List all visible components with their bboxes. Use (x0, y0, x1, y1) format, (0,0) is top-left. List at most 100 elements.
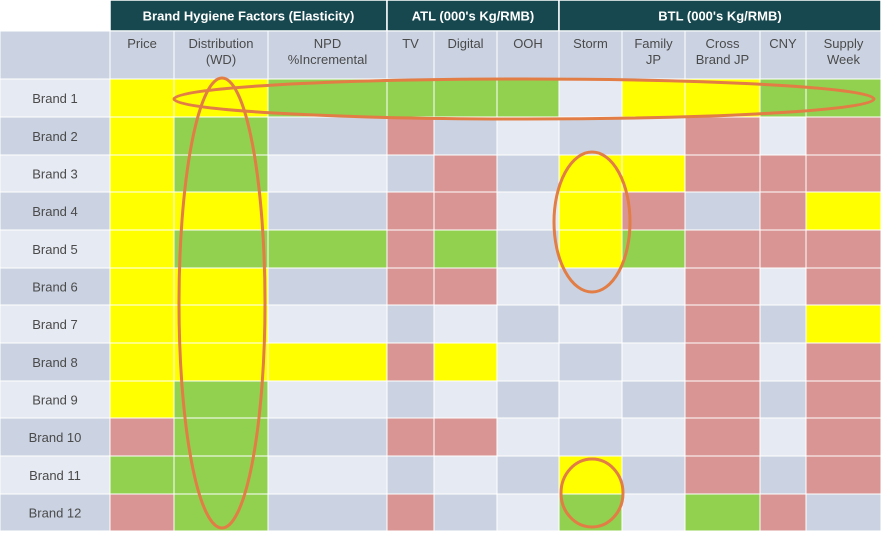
heatmap-cell (433, 493, 498, 532)
heatmap-cell (558, 191, 623, 231)
heatmap-cell (558, 116, 623, 156)
column-header-tv: TV (402, 36, 419, 51)
column-header-distribution-wd: Distribution (WD) (188, 36, 253, 67)
column-header-line: Week (827, 52, 860, 67)
heatmap-cell (267, 267, 388, 306)
column-header-line: Digital (447, 36, 483, 51)
heatmap-cell (805, 267, 881, 306)
column-header-supply-week: Supply Week (824, 36, 864, 67)
heatmap-cell (496, 493, 560, 532)
heatmap-cell (267, 229, 388, 269)
heatmap-cell (684, 304, 761, 344)
heatmap-cell (759, 154, 807, 193)
column-header-npd-incremental: NPD %Incremental (288, 36, 368, 67)
heatmap-cell (267, 455, 388, 495)
heatmap-cell (109, 229, 175, 269)
group-header-cell (109, 0, 388, 32)
column-header-storm: Storm (573, 36, 608, 51)
row-label-brand-3: Brand 3 (32, 167, 78, 182)
heatmap-cell (433, 191, 498, 231)
column-header-line: %Incremental (288, 52, 368, 67)
heatmap-cell (386, 493, 435, 532)
column-header-cell (621, 30, 686, 80)
row-label-brand-12: Brand 12 (29, 506, 82, 521)
annotation-layer (172, 76, 876, 530)
heatmap-cell (267, 191, 388, 231)
row-header-cell (0, 493, 111, 532)
column-header-line: Supply (824, 36, 864, 51)
heatmap-cell (684, 229, 761, 269)
heatmap-cell (558, 493, 623, 532)
heatmap-cell (621, 304, 686, 344)
heatmap-cell (805, 342, 881, 382)
heatmap-cell (621, 342, 686, 382)
heatmap-cell (386, 154, 435, 193)
heatmap-cell (267, 380, 388, 419)
heatmap-cell (173, 229, 269, 269)
heatmap-cell (558, 229, 623, 269)
heatmap-cell (684, 417, 761, 457)
heatmap-cell (109, 154, 175, 193)
row-label-brand-2: Brand 2 (32, 129, 78, 144)
heatmap-cell (496, 154, 560, 193)
heatmap-cell (386, 229, 435, 269)
heatmap-cell (621, 78, 686, 118)
row-label-brand-10: Brand 10 (29, 430, 82, 445)
column-header-line: Distribution (188, 36, 253, 51)
column-header-line: CNY (769, 36, 797, 51)
column-header-line: Family (634, 36, 673, 51)
group-header-label: BTL (000's Kg/RMB) (658, 9, 781, 24)
heatmap-cell (267, 304, 388, 344)
heatmap-cell (805, 116, 881, 156)
heatmap-cell (173, 342, 269, 382)
row-label-brand-6: Brand 6 (32, 280, 78, 295)
heatmap-cell (805, 229, 881, 269)
heatmap-cell (496, 229, 560, 269)
heatmap-cell (621, 267, 686, 306)
heatmap-cell (684, 342, 761, 382)
group-header-label: ATL (000's Kg/RMB) (412, 9, 535, 24)
heatmap-cell (621, 493, 686, 532)
heatmap-cell (558, 455, 623, 495)
heatmap-cell (386, 116, 435, 156)
heatmap-cell (496, 455, 560, 495)
heatmap-cell (621, 229, 686, 269)
column-header-line: Price (127, 36, 157, 51)
heatmap-cell (621, 154, 686, 193)
row-label-brand-4: Brand 4 (32, 204, 78, 219)
heatmap-cell (386, 342, 435, 382)
corner-cell (0, 30, 111, 80)
heatmap-cell (759, 304, 807, 344)
heatmap-cell (558, 154, 623, 193)
heatmap-cell (109, 116, 175, 156)
heatmap-cell (496, 417, 560, 457)
heatmap-cell (759, 380, 807, 419)
heatmap-cell (805, 417, 881, 457)
heatmap-cell (496, 304, 560, 344)
heatmap-cell (621, 116, 686, 156)
heatmap-cell (433, 116, 498, 156)
row-header-cell (0, 229, 111, 269)
heatmap-cell (173, 493, 269, 532)
heatmap-cell (386, 455, 435, 495)
row-label-brand-11: Brand 11 (29, 468, 81, 483)
heatmap-cell (433, 78, 498, 118)
heatmap-cell (433, 417, 498, 457)
column-header-line: Brand JP (696, 52, 749, 67)
heatmap-cell (684, 154, 761, 193)
heatmap-cell (759, 191, 807, 231)
heatmap-cell (496, 191, 560, 231)
heatmap-cell (433, 229, 498, 269)
heatmap-cell (267, 493, 388, 532)
heatmap-cell (267, 154, 388, 193)
column-header-line: TV (402, 36, 419, 51)
heatmap-cell (759, 229, 807, 269)
heatmap-cell (621, 191, 686, 231)
row-label-brand-7: Brand 7 (32, 317, 78, 332)
heatmap-cell (805, 380, 881, 419)
heatmap-cell (805, 191, 881, 231)
column-header-price: Price (127, 36, 157, 51)
column-header-line: OOH (513, 36, 543, 51)
heatmap-cell (759, 116, 807, 156)
column-header-family-jp: Family JP (634, 36, 673, 67)
